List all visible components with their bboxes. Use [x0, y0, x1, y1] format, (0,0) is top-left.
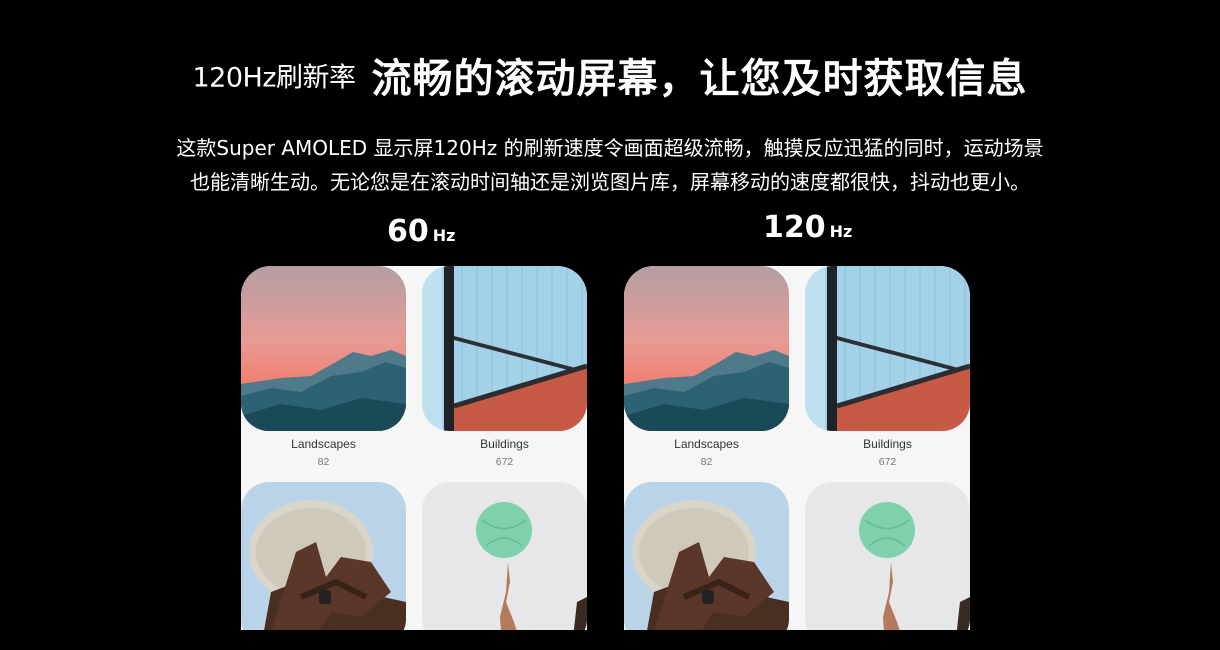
rate-value: 60 — [387, 214, 429, 249]
rate-label-60hz: 60 Hz — [387, 214, 455, 249]
album-thumbnail-landscapes[interactable] — [241, 266, 406, 431]
album-thumbnail-objects[interactable] — [422, 482, 587, 630]
album-thumbnail-buildings[interactable] — [805, 266, 970, 431]
album-count: 672 — [878, 456, 897, 468]
building-image — [805, 266, 970, 431]
landscape-image — [241, 266, 406, 431]
gallery-panel-120hz: Landscapes 82 Buildings 672 — [624, 266, 970, 630]
headline-title: 流畅的滚动屏幕，让您及时获取信息 — [371, 56, 1028, 102]
album-name: Landscapes — [674, 437, 739, 451]
album-caption-landscapes: Landscapes 82 — [624, 437, 789, 469]
album-count: 672 — [495, 456, 514, 468]
album-count: 82 — [700, 456, 713, 468]
gallery-panel-60hz: Landscapes 82 Buildings 672 — [241, 266, 587, 630]
ball-image — [805, 482, 970, 630]
album-thumbnail-people[interactable] — [624, 482, 789, 630]
album-caption-buildings: Buildings 672 — [422, 437, 587, 469]
album-name: Buildings — [863, 437, 912, 451]
album-count: 82 — [317, 456, 330, 468]
description-line-1: 这款Super AMOLED 显示屏120Hz 的刷新速度令画面超级流畅，触摸反… — [176, 136, 1044, 160]
portrait-image — [241, 482, 406, 630]
headline: 120Hz刷新率 流畅的滚动屏幕，让您及时获取信息 — [0, 46, 1220, 104]
description-line-2: 也能清晰生动。无论您是在滚动时间轴还是浏览图片库，屏幕移动的速度都很快，抖动也更… — [190, 170, 1030, 194]
album-name: Landscapes — [291, 437, 356, 451]
ball-image — [422, 482, 587, 630]
rate-value: 120 — [763, 210, 826, 245]
album-thumbnail-landscapes[interactable] — [624, 266, 789, 431]
rate-label-120hz: 120 Hz — [763, 210, 852, 245]
building-image — [422, 266, 587, 431]
headline-prefix: 120Hz刷新率 — [192, 62, 356, 94]
album-thumbnail-objects[interactable] — [805, 482, 970, 630]
album-thumbnail-people[interactable] — [241, 482, 406, 630]
album-caption-buildings: Buildings 672 — [805, 437, 970, 469]
landscape-image — [624, 266, 789, 431]
rate-unit: Hz — [829, 222, 853, 241]
album-caption-landscapes: Landscapes 82 — [241, 437, 406, 469]
album-name: Buildings — [480, 437, 529, 451]
album-thumbnail-buildings[interactable] — [422, 266, 587, 431]
portrait-image — [624, 482, 789, 630]
rate-unit: Hz — [432, 226, 456, 245]
